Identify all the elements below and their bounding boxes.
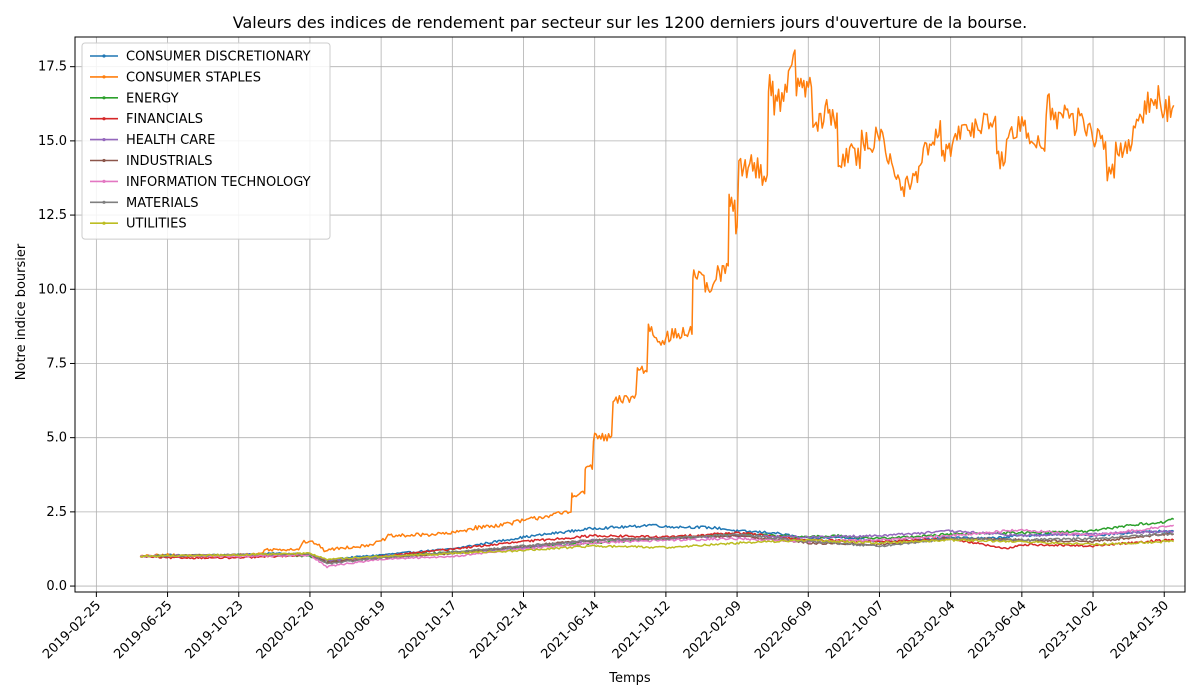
legend-label: INDUSTRIALS — [126, 154, 213, 169]
x-tick-label: 2022-02-09 — [681, 598, 745, 662]
y-tick-label: 10.0 — [38, 282, 67, 297]
x-tick-label: 2021-06-14 — [538, 598, 602, 662]
legend-label: MATERIALS — [126, 196, 199, 211]
series-line-consumer-staples — [139, 49, 1175, 559]
x-tick-label: 2022-06-09 — [752, 598, 816, 662]
x-tick-label: 2020-06-19 — [325, 598, 389, 662]
legend-marker — [102, 117, 106, 121]
legend-marker — [102, 138, 106, 142]
x-tick-label: 2023-10-02 — [1037, 598, 1101, 662]
x-tick-label: 2023-06-04 — [966, 598, 1030, 662]
y-tick-label: 5.0 — [46, 431, 67, 446]
legend-marker — [102, 179, 106, 183]
y-tick-label: 0.0 — [46, 579, 67, 594]
legend-label: CONSUMER DISCRETIONARY — [126, 50, 311, 65]
x-axis-label: Temps — [608, 671, 651, 686]
legend-marker — [102, 200, 106, 204]
legend-label: HEALTH CARE — [126, 133, 215, 148]
x-tick-label: 2021-02-14 — [467, 598, 531, 662]
y-tick-label: 7.5 — [46, 356, 67, 371]
legend-marker — [102, 96, 106, 100]
legend-label: ENERGY — [126, 91, 179, 106]
legend-label: UTILITIES — [126, 217, 187, 232]
y-tick-label: 2.5 — [46, 505, 67, 520]
y-tick-label: 12.5 — [38, 208, 67, 223]
legend-marker — [102, 54, 106, 58]
x-tick-label: 2019-10-23 — [183, 598, 247, 662]
plot-frame — [74, 36, 1186, 593]
legend-label: INFORMATION TECHNOLOGY — [126, 175, 311, 190]
y-tick-label: 15.0 — [38, 134, 67, 149]
series-lines — [139, 49, 1175, 569]
x-tick-label: 2021-10-12 — [610, 598, 674, 662]
legend-box — [81, 42, 331, 240]
grid — [75, 37, 1185, 592]
x-tick-label: 2020-10-17 — [396, 598, 460, 662]
y-axis-label: Notre indice boursier — [14, 243, 29, 380]
x-tick-label: 2022-10-07 — [823, 598, 887, 662]
legend-label: FINANCIALS — [126, 112, 203, 127]
x-tick-label: 2019-06-25 — [111, 598, 175, 662]
x-tick-label: 2024-01-30 — [1108, 598, 1172, 662]
legend-marker — [102, 158, 106, 163]
legend-marker — [102, 221, 106, 225]
x-tick-label: 2020-02-20 — [254, 598, 318, 662]
legend-marker — [102, 75, 106, 79]
x-tick-label: 2019-02-25 — [40, 598, 104, 662]
legend-label: CONSUMER STAPLES — [126, 70, 261, 85]
chart-title: Valeurs des indices de rendement par sec… — [233, 13, 1027, 32]
x-tick-label: 2023-02-04 — [894, 598, 958, 662]
series-line-information-technology — [140, 524, 1175, 569]
legend: CONSUMER DISCRETIONARY CONSUMER STAPLES EN… — [81, 42, 331, 240]
series-line-utilities — [139, 538, 1174, 561]
y-tick-label: 17.5 — [38, 60, 67, 75]
